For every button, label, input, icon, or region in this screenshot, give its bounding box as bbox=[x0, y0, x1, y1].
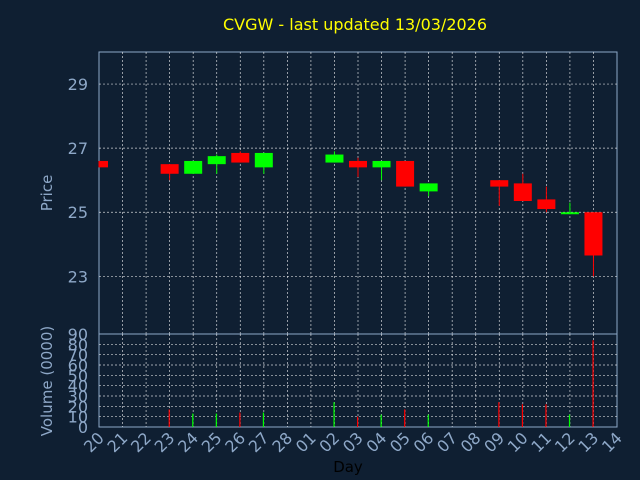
volume-bar bbox=[592, 340, 594, 427]
volume-tick-label: 90 bbox=[68, 325, 88, 344]
volume-tick-label: 10 bbox=[68, 408, 88, 427]
volume-bar bbox=[333, 402, 335, 427]
volume-tick-label: 30 bbox=[68, 387, 88, 406]
price-tick-label: 25 bbox=[68, 203, 88, 222]
volume-tick-label: 20 bbox=[68, 397, 88, 416]
price-tick-label: 23 bbox=[68, 267, 88, 286]
candle-body bbox=[184, 160, 203, 174]
volume-axis-label: Volume (0000) bbox=[38, 326, 56, 436]
price-axis-label: Price bbox=[38, 175, 56, 212]
x-axis-ticks: 2021222324252627280102030405060708091011… bbox=[80, 428, 626, 456]
volume-bar bbox=[262, 412, 265, 427]
volume-bar bbox=[239, 412, 241, 427]
candle-body bbox=[99, 160, 108, 168]
volume-tick-label: 50 bbox=[68, 366, 88, 385]
volume-bar bbox=[427, 414, 429, 427]
volume-bar bbox=[521, 404, 524, 427]
candle-body bbox=[372, 160, 391, 168]
volume-bar bbox=[357, 416, 359, 427]
candle-body bbox=[560, 212, 579, 215]
x-axis-label: Day bbox=[333, 458, 363, 476]
price-tick-label: 29 bbox=[68, 75, 88, 94]
volume-tick-label: 40 bbox=[68, 377, 88, 396]
candle-body bbox=[490, 180, 509, 187]
chart-title: CVGW - last updated 13/03/2026 bbox=[223, 15, 487, 34]
volume-tick-label: 70 bbox=[68, 346, 88, 365]
candle-body bbox=[160, 164, 179, 174]
volume-bar bbox=[192, 413, 194, 427]
volume-bar bbox=[168, 409, 170, 427]
candle-body bbox=[584, 212, 603, 256]
volume-tick-label: 80 bbox=[68, 335, 88, 354]
candle-body bbox=[537, 199, 556, 210]
volume-bar bbox=[568, 414, 571, 427]
price-tick-label: 27 bbox=[68, 139, 88, 158]
volume-bar bbox=[545, 404, 547, 427]
candle-body bbox=[207, 156, 226, 165]
candle-body bbox=[231, 152, 250, 163]
candle-body bbox=[513, 183, 532, 202]
volume-bar bbox=[498, 402, 500, 427]
volume-tick-label: 60 bbox=[68, 356, 88, 375]
volume-tick-label: 0 bbox=[78, 418, 88, 437]
candle-body bbox=[254, 152, 273, 168]
candle-body bbox=[419, 183, 438, 192]
volume-bar bbox=[404, 409, 406, 427]
volume-bar bbox=[380, 414, 382, 427]
candle-body bbox=[349, 160, 367, 168]
candle-body bbox=[396, 160, 415, 187]
volume-bar bbox=[215, 413, 217, 427]
price-panel: 23 25 27 29 bbox=[68, 51, 618, 335]
candle-body bbox=[325, 154, 344, 163]
